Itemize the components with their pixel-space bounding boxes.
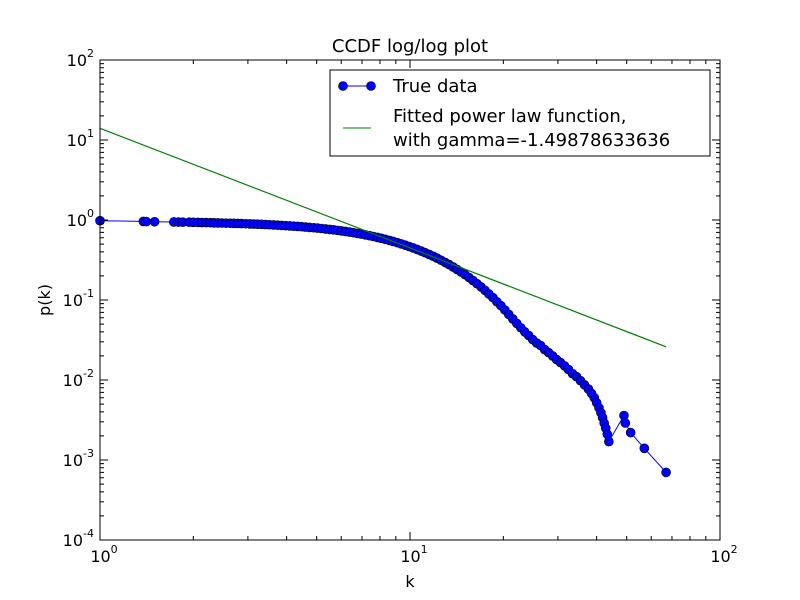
true-data-point [625,427,636,438]
legend-fit-label-line2: with gamma=-1.49878633636 [393,130,670,151]
x-axis-label: k [405,572,415,591]
legend-fit-label-line1: Fitted power law function, [393,106,626,127]
chart-title: CCDF log/log plot [332,36,488,57]
y-tick-label: 100 [67,207,94,230]
y-tick-label: 10-3 [63,447,94,470]
true-data-point [661,467,671,478]
legend-true-data-label: True data [392,76,478,97]
y-tick-label: 10-2 [63,367,94,390]
legend: True data Fitted power law function, wit… [329,69,711,157]
axis-ticks: 100 101 102 10-4 10-3 10-2 10-1 100 101 102 [63,47,738,566]
true-data-point [149,216,160,227]
x-tick-label: 102 [710,543,737,566]
x-tick-label: 100 [90,543,117,566]
y-tick-label: 10-4 [63,527,94,550]
y-tick-label: 101 [67,127,94,150]
y-tick-label: 10-1 [63,287,94,310]
plot-frame [99,59,721,541]
legend-true-data-marker [366,81,376,91]
y-axis-label: p(k) [35,284,54,316]
true-data-point [639,443,650,454]
x-tick-label: 101 [400,543,427,566]
legend-true-data-marker [338,81,348,91]
y-tick-label: 102 [67,47,94,70]
plot-area [95,127,671,478]
legend-box [329,69,711,157]
true-data-point [141,216,152,227]
true-data-point [620,418,631,428]
true-data-point [604,436,614,447]
fitted-power-law-line [99,127,667,348]
